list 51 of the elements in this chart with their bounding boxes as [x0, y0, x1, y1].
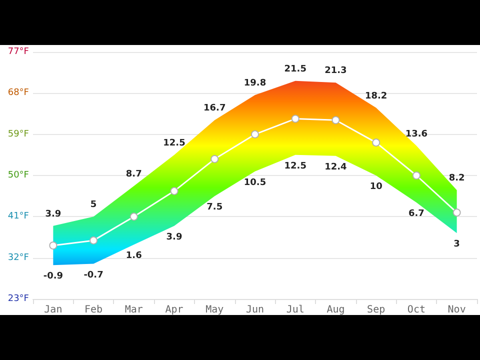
x-tick-label: Oct [407, 304, 426, 316]
annotation: 8.7 [126, 170, 142, 180]
point [412, 172, 420, 180]
x-tick-label: Jul [286, 304, 304, 316]
x-tick-label: Apr [165, 304, 184, 316]
annotation: 3.9 [45, 209, 62, 220]
annotation: 5 [90, 200, 97, 210]
annotation: 16.7 [204, 104, 226, 114]
point [332, 116, 340, 124]
annotation: 12.4 [324, 162, 347, 172]
annotation: 12.5 [163, 138, 186, 148]
point [130, 212, 138, 221]
point [170, 187, 178, 196]
point [372, 138, 380, 147]
annotation: 13.6 [405, 129, 428, 140]
x-tick-label: Nov [448, 304, 466, 316]
point [49, 241, 58, 250]
x-tick-label: Feb [84, 304, 103, 316]
annotation: 10.5 [244, 178, 266, 188]
annotation: 6.7 [408, 208, 424, 219]
annotation: -0.9 [43, 272, 64, 282]
point [452, 208, 461, 217]
y-tick-label: 50°F [8, 170, 29, 180]
point [291, 114, 300, 123]
annotation: 10 [370, 182, 382, 192]
annotation: 3 [454, 240, 460, 250]
annotation: 18.2 [364, 91, 388, 102]
y-tick-label: 59°F [8, 129, 29, 140]
y-tick-label: 41°F [8, 212, 29, 222]
annotation: 3.9 [166, 232, 182, 242]
point [251, 130, 259, 138]
x-tick-label: Aug [326, 304, 345, 316]
x-tick-label: Sep [367, 304, 386, 316]
point [90, 236, 98, 244]
y-tick-label: 23°F [8, 294, 29, 304]
x-tick-label: Jun [246, 304, 264, 316]
annotation: 19.8 [244, 78, 266, 88]
annotation: 21.5 [284, 64, 306, 74]
annotation: 12.5 [284, 161, 306, 172]
x-tick-label: Mar [124, 304, 143, 316]
x-tick-label: May [206, 304, 224, 316]
y-tick-label: 68°F [8, 88, 29, 98]
x-tick-label: Jan [44, 304, 62, 316]
annotation: -0.7 [84, 270, 104, 280]
annotation: 8.2 [448, 174, 465, 184]
annotation: 21.3 [324, 66, 347, 76]
annotation: 1.6 [126, 251, 142, 262]
annotation: 7.5 [206, 202, 223, 213]
y-tick-label: 77°F [8, 47, 29, 57]
y-tick-label: 32°F [8, 252, 29, 263]
point [210, 155, 219, 164]
